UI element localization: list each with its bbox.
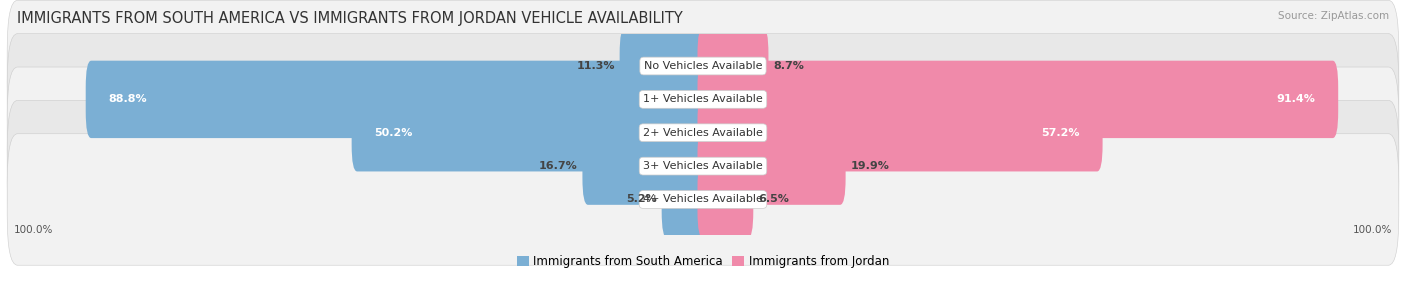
Text: IMMIGRANTS FROM SOUTH AMERICA VS IMMIGRANTS FROM JORDAN VEHICLE AVAILABILITY: IMMIGRANTS FROM SOUTH AMERICA VS IMMIGRA… bbox=[17, 11, 683, 26]
Text: 11.3%: 11.3% bbox=[576, 61, 614, 71]
Text: 91.4%: 91.4% bbox=[1277, 94, 1316, 104]
FancyBboxPatch shape bbox=[7, 67, 1399, 198]
FancyBboxPatch shape bbox=[352, 94, 709, 171]
Text: 3+ Vehicles Available: 3+ Vehicles Available bbox=[643, 161, 763, 171]
Text: 57.2%: 57.2% bbox=[1042, 128, 1080, 138]
Text: 8.7%: 8.7% bbox=[773, 61, 804, 71]
FancyBboxPatch shape bbox=[582, 128, 709, 205]
FancyBboxPatch shape bbox=[7, 34, 1399, 165]
Text: Source: ZipAtlas.com: Source: ZipAtlas.com bbox=[1278, 11, 1389, 21]
Text: 6.5%: 6.5% bbox=[758, 194, 789, 204]
FancyBboxPatch shape bbox=[620, 27, 709, 105]
FancyBboxPatch shape bbox=[7, 100, 1399, 232]
Text: 1+ Vehicles Available: 1+ Vehicles Available bbox=[643, 94, 763, 104]
Text: 100.0%: 100.0% bbox=[1353, 225, 1392, 235]
FancyBboxPatch shape bbox=[7, 134, 1399, 265]
FancyBboxPatch shape bbox=[697, 61, 1339, 138]
Text: No Vehicles Available: No Vehicles Available bbox=[644, 61, 762, 71]
FancyBboxPatch shape bbox=[697, 128, 845, 205]
Text: 19.9%: 19.9% bbox=[851, 161, 890, 171]
Legend: Immigrants from South America, Immigrants from Jordan: Immigrants from South America, Immigrant… bbox=[512, 250, 894, 273]
FancyBboxPatch shape bbox=[662, 161, 709, 238]
FancyBboxPatch shape bbox=[86, 61, 709, 138]
Text: 16.7%: 16.7% bbox=[538, 161, 578, 171]
Text: 100.0%: 100.0% bbox=[14, 225, 53, 235]
FancyBboxPatch shape bbox=[697, 27, 769, 105]
Text: 2+ Vehicles Available: 2+ Vehicles Available bbox=[643, 128, 763, 138]
FancyBboxPatch shape bbox=[697, 161, 754, 238]
Text: 5.2%: 5.2% bbox=[626, 194, 657, 204]
Text: 50.2%: 50.2% bbox=[374, 128, 413, 138]
Text: 4+ Vehicles Available: 4+ Vehicles Available bbox=[643, 194, 763, 204]
FancyBboxPatch shape bbox=[7, 0, 1399, 132]
FancyBboxPatch shape bbox=[697, 94, 1102, 171]
Text: 88.8%: 88.8% bbox=[108, 94, 148, 104]
